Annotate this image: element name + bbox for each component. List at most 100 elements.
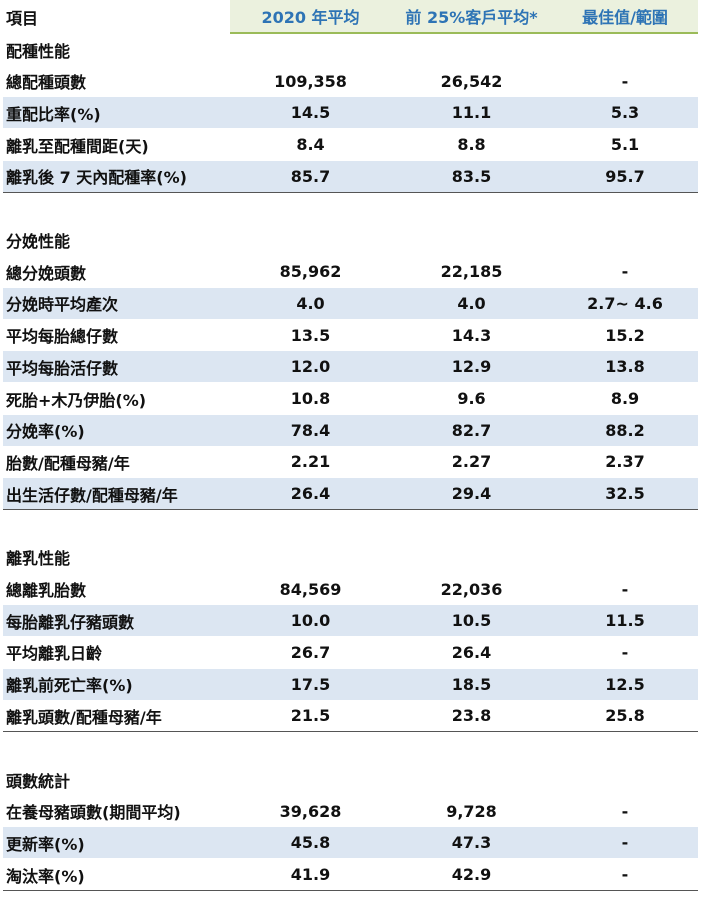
table-row: 每胎離乳仔豬頭數 10.0 10.5 11.5 (3, 605, 698, 637)
value-best-range: 2.37 (605, 452, 645, 472)
value-best-range: - (621, 579, 629, 599)
value-best-range: 8.9 (610, 389, 640, 408)
value-top25-average: 82.7 (451, 420, 492, 440)
table-row: 平均每胎活仔數 12.0 12.9 13.8 (3, 351, 698, 383)
value-best-range: - (621, 262, 629, 282)
row-label: 胎數/配種母豬/年 (6, 453, 130, 473)
table-row: 胎數/配種母豬/年 2.21 2.27 2.37 (3, 446, 698, 477)
value-2020-average: 85.7 (290, 166, 331, 186)
value-2020-average: 41.9 (290, 865, 331, 885)
value-top25-average: 23.8 (451, 706, 492, 726)
table-header: 項目 2020 年平均 前 25%客戶平均* 最佳值/範圍 (3, 0, 698, 34)
value-top25-average: 4.0 (457, 293, 486, 313)
table-row: 平均每胎總仔數 13.5 14.3 15.2 (3, 320, 698, 351)
table-row: 總分娩頭數 85,962 22,185 - (3, 256, 698, 287)
value-2020-average: 12.0 (290, 357, 331, 377)
value-2020-average: 84,569 (279, 579, 342, 599)
row-label: 平均每胎活仔數 (6, 358, 119, 378)
value-2020-average: 45.8 (290, 833, 331, 853)
value-top25-average: 9,728 (446, 801, 497, 821)
row-label: 在養母豬頭數(期間平均) (6, 803, 181, 823)
row-label: 分娩率(%) (6, 422, 85, 442)
value-2020-average: 26.7 (290, 642, 331, 662)
table-row: 離乳頭數/配種母豬/年 21.5 23.8 25.8 (3, 700, 698, 733)
row-label: 總配種頭數 (6, 73, 87, 93)
header-item: 項目 (3, 0, 230, 34)
value-best-range: - (621, 833, 629, 853)
row-label: 平均每胎總仔數 (6, 327, 119, 347)
value-top25-average: 47.3 (451, 833, 492, 853)
value-2020-average: 21.5 (290, 706, 331, 726)
value-top25-average: 10.5 (451, 611, 492, 631)
value-best-range: - (621, 865, 629, 885)
table-row: 更新率(%) 45.8 47.3 - (3, 827, 698, 859)
section-title: 分娩性能 (3, 225, 698, 256)
value-top25-average: 8.8 (457, 135, 486, 155)
table-row: 離乳前死亡率(%) 17.5 18.5 12.5 (3, 668, 698, 700)
section-title-label: 配種性能 (6, 41, 71, 61)
row-label: 平均離乳日齡 (6, 644, 103, 664)
value-2020-average: 85,962 (279, 262, 342, 282)
table-row: 在養母豬頭數(期間平均) 39,628 9,728 - (3, 796, 698, 827)
value-top25-average: 22,185 (440, 262, 503, 282)
row-label: 分娩時平均產次 (6, 295, 119, 315)
value-top25-average: 83.5 (451, 166, 492, 186)
value-best-range: 25.8 (605, 706, 645, 726)
value-top25-average: 9.6 (457, 389, 486, 408)
value-best-range: 32.5 (605, 484, 645, 504)
section-title-label: 分娩性能 (6, 232, 71, 251)
table-row: 死胎+木乃伊胎(%) 10.8 9.6 8.9 (3, 383, 698, 414)
section-title: 配種性能 (3, 34, 698, 65)
value-top25-average: 26.4 (451, 642, 492, 662)
value-top25-average: 18.5 (451, 674, 492, 694)
value-2020-average: 109,358 (274, 71, 347, 91)
table-row: 分娩時平均產次 4.0 4.0 2.7~ 4.6 (3, 287, 698, 319)
value-top25-average: 26,542 (440, 71, 503, 91)
value-best-range: 11.5 (605, 611, 645, 631)
table-row: 離乳後 7 天內配種率(%) 85.7 83.5 95.7 (3, 160, 698, 193)
header-top25-average: 前 25%客戶平均* (391, 0, 552, 34)
row-label: 離乳前死亡率(%) (6, 676, 133, 696)
row-label: 重配比率(%) (6, 104, 101, 124)
value-top25-average: 42.9 (451, 865, 492, 885)
value-top25-average: 12.9 (451, 357, 492, 377)
value-top25-average: 14.3 (451, 325, 492, 345)
section-title: 頭數統計 (3, 764, 698, 795)
value-2020-average: 17.5 (290, 674, 331, 694)
value-2020-average: 4.0 (296, 293, 325, 313)
header-2020-average: 2020 年平均 (230, 0, 391, 34)
table-row: 離乳至配種間距(天) 8.4 8.8 5.1 (3, 129, 698, 160)
value-2020-average: 10.8 (290, 389, 331, 408)
row-label: 總分娩頭數 (6, 263, 87, 283)
table-row: 總配種頭數 109,358 26,542 - (3, 66, 698, 97)
row-label: 更新率(%) (6, 834, 85, 854)
value-2020-average: 8.4 (296, 135, 325, 155)
value-top25-average: 22,036 (440, 579, 503, 599)
value-top25-average: 2.27 (451, 452, 492, 472)
table-row: 分娩率(%) 78.4 82.7 88.2 (3, 414, 698, 446)
value-best-range: 13.8 (605, 357, 645, 377)
row-label: 死胎+木乃伊胎(%) (6, 390, 147, 410)
value-2020-average: 39,628 (279, 801, 342, 821)
value-2020-average: 2.21 (290, 452, 331, 472)
table-row: 出生活仔數/配種母豬/年 26.4 29.4 32.5 (3, 478, 698, 511)
row-label: 總離乳胎數 (6, 581, 87, 600)
section-title: 離乳性能 (3, 542, 698, 573)
value-best-range: 15.2 (605, 325, 645, 345)
table-row: 平均離乳日齡 26.7 26.4 - (3, 637, 698, 668)
row-label: 離乳後 7 天內配種率(%) (6, 168, 187, 188)
value-best-range: - (621, 801, 629, 821)
value-2020-average: 10.0 (290, 611, 331, 631)
row-label: 離乳頭數/配種母豬/年 (6, 707, 162, 727)
value-best-range: 12.5 (605, 674, 645, 694)
value-2020-average: 26.4 (290, 484, 331, 504)
value-best-range: 5.1 (610, 135, 640, 155)
value-top25-average: 29.4 (451, 484, 492, 504)
header-best-range: 最佳值/範圍 (552, 0, 698, 34)
row-label: 出生活仔數/配種母豬/年 (6, 485, 178, 505)
value-best-range: - (621, 71, 629, 91)
value-best-range: 2.7~ 4.6 (587, 293, 663, 313)
value-best-range: 95.7 (605, 166, 645, 186)
value-best-range: - (621, 642, 629, 662)
